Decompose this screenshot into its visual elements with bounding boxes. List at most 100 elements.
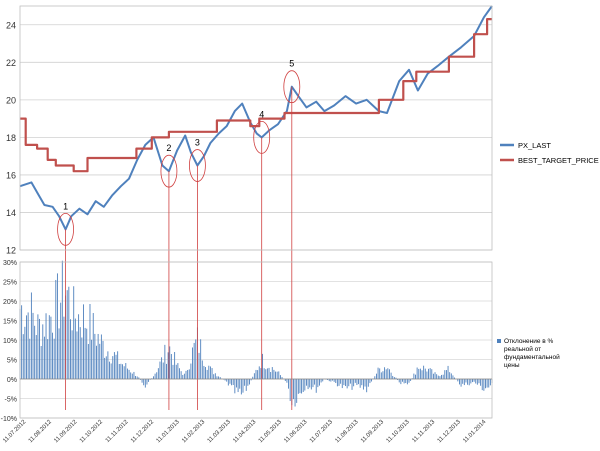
deviation-bar (153, 376, 154, 379)
bottom-y-tick-label: 0% (7, 377, 17, 384)
deviation-bar (449, 372, 450, 379)
deviation-bar (316, 379, 317, 393)
deviation-bar (182, 375, 183, 379)
deviation-bar (321, 379, 322, 382)
deviation-bar (181, 371, 182, 379)
deviation-bar (360, 379, 361, 388)
deviation-bar (34, 326, 35, 379)
deviation-bar (386, 369, 387, 379)
top-y-tick-label: 14 (6, 208, 16, 218)
deviation-bar (216, 376, 217, 379)
deviation-bar (142, 379, 143, 383)
deviation-bar (200, 339, 201, 379)
legend-label-line: Отклонение в % (504, 338, 554, 345)
deviation-bar (78, 314, 79, 379)
deviation-bar (477, 379, 478, 385)
deviation-bar (269, 368, 270, 379)
deviation-bar (464, 379, 465, 385)
deviation-bar (378, 368, 379, 379)
deviation-bar (485, 379, 486, 388)
deviation-bar (93, 313, 94, 379)
deviation-bar (114, 352, 115, 379)
deviation-bar (163, 363, 164, 379)
legend-label-line: реальной от (504, 345, 541, 353)
deviation-bar (231, 379, 232, 385)
deviation-bar (239, 379, 240, 389)
deviation-bar (317, 379, 318, 387)
deviation-bar (334, 379, 335, 382)
deviation-bar (420, 369, 421, 379)
deviation-bar (116, 355, 117, 379)
deviation-bar (190, 364, 191, 379)
deviation-bar (161, 357, 162, 379)
deviation-bar (295, 379, 296, 407)
deviation-bar (444, 370, 445, 379)
deviation-bar (304, 379, 305, 391)
deviation-bar (228, 379, 229, 386)
deviation-bar (347, 379, 348, 388)
deviation-bar (42, 324, 43, 379)
deviation-bar (80, 327, 81, 379)
top-y-tick-label: 24 (6, 20, 16, 30)
deviation-bar (262, 354, 263, 379)
deviation-bar (273, 370, 274, 379)
deviation-bar (210, 366, 211, 379)
deviation-bar (179, 368, 180, 379)
deviation-bar (311, 379, 312, 389)
deviation-bar (423, 366, 424, 379)
deviation-bar (260, 368, 261, 379)
deviation-bar (257, 370, 258, 379)
deviation-bar (106, 356, 107, 379)
deviation-bar (277, 372, 278, 379)
deviation-bar (72, 330, 73, 379)
deviation-bar (236, 379, 237, 387)
deviation-bar (415, 375, 416, 379)
deviation-bar (122, 364, 123, 379)
bottom-y-tick-label: 10% (3, 338, 17, 345)
deviation-bar (233, 379, 234, 385)
deviation-bar (98, 334, 99, 379)
deviation-bar (77, 331, 78, 379)
deviation-bar (361, 379, 362, 385)
deviation-bar (472, 379, 473, 382)
deviation-bar (404, 379, 405, 383)
deviation-bar (36, 335, 37, 379)
deviation-bar (85, 328, 86, 379)
deviation-bar (374, 376, 375, 379)
deviation-bar (355, 379, 356, 383)
deviation-bar (55, 280, 56, 379)
deviation-bar (369, 379, 370, 383)
bottom-y-tick-label: 15% (3, 319, 17, 326)
deviation-bar (293, 379, 294, 399)
deviation-bar (275, 372, 276, 379)
bottom-y-tick-label: 5% (7, 358, 17, 365)
deviation-bar (400, 379, 401, 384)
legend-label-line: цены (504, 362, 520, 369)
annotation-label: 2 (166, 143, 171, 153)
deviation-bar (490, 379, 491, 385)
bottom-y-tick-label: 20% (3, 299, 17, 306)
deviation-bar (392, 376, 393, 379)
deviation-bar (425, 369, 426, 379)
deviation-bar (342, 379, 343, 388)
deviation-bar (462, 379, 463, 384)
deviation-bar (264, 368, 265, 379)
deviation-bar (127, 369, 128, 379)
deviation-bar (24, 327, 25, 379)
deviation-bar (267, 368, 268, 379)
deviation-bar (430, 368, 431, 379)
top-y-tick-label: 20 (6, 95, 16, 105)
deviation-bar (422, 370, 423, 379)
deviation-bar (148, 379, 149, 382)
deviation-bar (441, 375, 442, 379)
deviation-bar (207, 370, 208, 379)
deviation-bar (350, 379, 351, 384)
deviation-bar (265, 369, 266, 379)
top-y-tick-label: 22 (6, 58, 16, 68)
deviation-bar (467, 379, 468, 385)
deviation-bar (44, 337, 45, 379)
deviation-bar (194, 343, 195, 379)
deviation-bar (104, 358, 105, 379)
deviation-bar (308, 379, 309, 389)
